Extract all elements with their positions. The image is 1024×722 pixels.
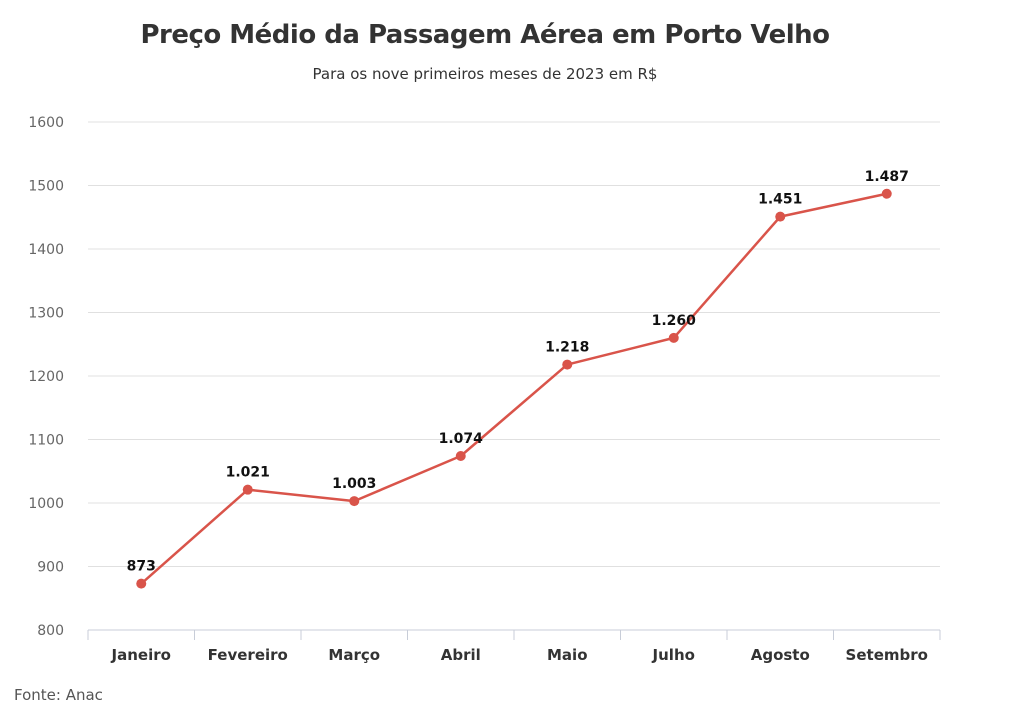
series-line <box>140 192 888 585</box>
x-tick-label: Setembro <box>846 646 928 664</box>
x-tick-label: Maio <box>547 646 588 664</box>
y-axis: 800 900 1000 1100 1200 1300 1400 1500 1600 <box>28 115 64 639</box>
x-tick-label: Abril <box>441 646 481 664</box>
y-tick-label: 1000 <box>28 496 64 512</box>
data-point[interactable] <box>242 484 253 495</box>
y-tick-label: 1100 <box>28 433 64 449</box>
x-tick-label: Março <box>328 646 380 664</box>
x-axis-labels: Janeiro Fevereiro Março Abril Maio Julho Agost… <box>111 646 928 664</box>
x-tick-label: Agosto <box>751 646 810 664</box>
source-note: Fonte: Anac <box>14 686 103 704</box>
data-label: 1.021 <box>226 465 270 481</box>
y-tick-label: 1300 <box>28 306 64 322</box>
series-layer: 873 1.021 1.003 1.074 1.218 1.260 1.451 1.487 <box>127 169 909 589</box>
x-tick-label: Janeiro <box>111 646 171 664</box>
y-tick-label: 1600 <box>28 115 64 131</box>
data-point[interactable] <box>136 578 147 589</box>
data-point[interactable] <box>455 451 466 462</box>
data-label: 873 <box>127 559 156 575</box>
data-point[interactable] <box>668 332 679 343</box>
data-point[interactable] <box>562 359 573 370</box>
x-axis <box>87 629 941 640</box>
y-tick-label: 1500 <box>28 179 64 195</box>
data-label: 1.487 <box>865 169 909 185</box>
y-tick-label: 1200 <box>28 369 64 385</box>
data-label: 1.218 <box>545 340 589 356</box>
y-tick-label: 800 <box>37 623 64 639</box>
data-point[interactable] <box>349 496 360 507</box>
chart-title: Preço Médio da Passagem Aérea em Porto V… <box>140 20 830 50</box>
data-point[interactable] <box>775 211 786 222</box>
y-tick-label: 900 <box>37 560 64 576</box>
data-label: 1.074 <box>439 431 484 447</box>
data-label: 1.451 <box>758 192 802 208</box>
data-label: 1.003 <box>332 476 376 492</box>
x-tick-label: Fevereiro <box>208 646 288 664</box>
x-tick-label: Julho <box>652 646 695 664</box>
data-point[interactable] <box>881 188 892 199</box>
chart-subtitle: Para os nove primeiros meses de 2023 em … <box>312 65 658 83</box>
y-tick-label: 1400 <box>28 242 64 258</box>
gridlines <box>88 121 940 567</box>
data-label: 1.260 <box>652 313 697 329</box>
